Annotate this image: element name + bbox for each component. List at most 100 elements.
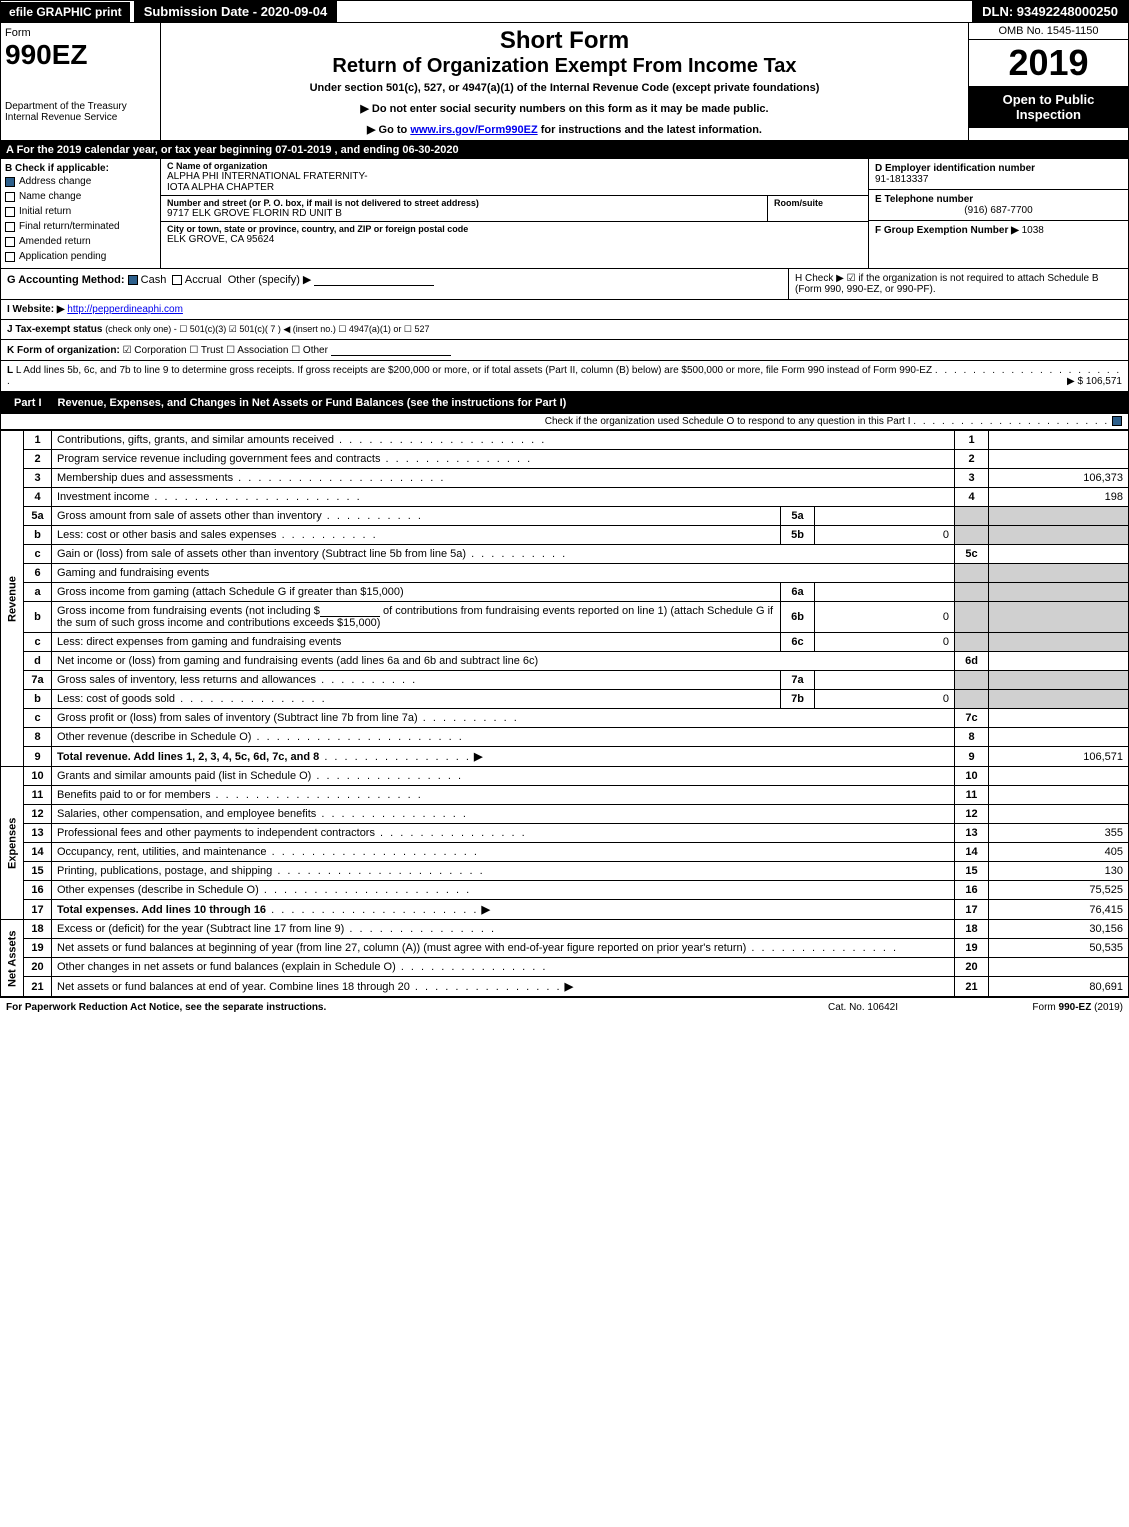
checkbox-final-return[interactable]: Final return/terminated [5,219,156,234]
part-1-header: Part I Revenue, Expenses, and Changes in… [0,392,1129,414]
checkbox-icon [5,207,15,217]
dots [913,416,1109,427]
line-num: 18 [24,920,52,939]
line-num: 2 [24,450,52,469]
g-label: G Accounting Method: [7,274,125,286]
line-desc: Salaries, other compensation, and employ… [52,805,955,824]
line-num: c [24,545,52,564]
line-desc: Other revenue (describe in Schedule O) [52,728,955,747]
org-name-label: C Name of organization [167,161,862,171]
line-desc: Investment income [52,488,955,507]
checkbox-label: Initial return [19,206,71,217]
j-detail: (check only one) - ☐ 501(c)(3) ☑ 501(c)(… [105,324,429,334]
k-detail: ☑ Corporation ☐ Trust ☐ Association ☐ Ot… [123,345,328,356]
line-num: 1 [24,431,52,450]
line-amount [989,805,1129,824]
line-desc: Gross income from gaming (attach Schedul… [52,583,781,602]
website-link[interactable]: http://pepperdineaphi.com [67,304,183,315]
line-num: d [24,652,52,671]
line-amount: 198 [989,488,1129,507]
shaded-cell [955,564,989,583]
efile-label[interactable]: efile GRAPHIC print [1,2,130,22]
checkbox-name-change[interactable]: Name change [5,189,156,204]
checkbox-address-change[interactable]: Address change [5,174,156,189]
tax-period-row: A For the 2019 calendar year, or tax yea… [0,141,1129,159]
line-amount [989,767,1129,786]
section-c: C Name of organization ALPHA PHI INTERNA… [161,159,868,268]
line-12: 12 Salaries, other compensation, and emp… [1,805,1129,824]
part-1-title: Revenue, Expenses, and Changes in Net As… [58,397,567,409]
line-ref: 5c [955,545,989,564]
shaded-cell [955,602,989,633]
line-num: 21 [24,977,52,997]
shaded-cell [955,633,989,652]
line-num: 8 [24,728,52,747]
checkbox-amended-return[interactable]: Amended return [5,234,156,249]
section-b: B Check if applicable: Address change Na… [1,159,161,268]
street-row: Number and street (or P. O. box, if mail… [161,196,868,222]
line-desc: Net assets or fund balances at end of ye… [52,977,955,997]
line-amount [989,545,1129,564]
part-1-checkbox[interactable] [1112,416,1122,426]
line-14: 14 Occupancy, rent, utilities, and maint… [1,843,1129,862]
street-cell: Number and street (or P. O. box, if mail… [161,196,768,221]
line-desc: Other changes in net assets or fund bala… [52,958,955,977]
line-6c: c Less: direct expenses from gaming and … [1,633,1129,652]
line-amount: 30,156 [989,920,1129,939]
line-5c: c Gain or (loss) from sale of assets oth… [1,545,1129,564]
checkbox-initial-return[interactable]: Initial return [5,204,156,219]
line-desc: Professional fees and other payments to … [52,824,955,843]
checkbox-label: Address change [19,176,91,187]
short-form-title: Short Form [165,27,964,55]
header-left: Form 990EZ Department of the Treasury In… [1,23,161,140]
shaded-cell [989,564,1129,583]
line-num: 16 [24,881,52,900]
line-amount: 80,691 [989,977,1129,997]
line-6: 6 Gaming and fundraising events [1,564,1129,583]
topbar: efile GRAPHIC print Submission Date - 20… [0,0,1129,23]
line-num: c [24,709,52,728]
line-ref: 18 [955,920,989,939]
l-text: L Add lines 5b, 6c, and 7b to line 9 to … [16,365,932,376]
phone-label: E Telephone number [875,194,1122,205]
checkbox-application-pending[interactable]: Application pending [5,249,156,264]
entity-block: B Check if applicable: Address change Na… [0,159,1129,269]
line-num: 19 [24,939,52,958]
subtitle: Under section 501(c), 527, or 4947(a)(1)… [165,82,964,94]
line-ref: 2 [955,450,989,469]
section-k: K Form of organization: ☑ Corporation ☐ … [0,340,1129,361]
shaded-cell [989,526,1129,545]
line-desc: Gross amount from sale of assets other t… [52,507,781,526]
part-1-table: Revenue 1 Contributions, gifts, grants, … [0,430,1129,997]
line-desc: Gross profit or (loss) from sales of inv… [52,709,955,728]
line-num: 20 [24,958,52,977]
checkbox-cash[interactable] [128,275,138,285]
line-19: 19 Net assets or fund balances at beginn… [1,939,1129,958]
line-num: b [24,526,52,545]
line-amount [989,958,1129,977]
gh-block: G Accounting Method: Cash Accrual Other … [0,269,1129,300]
irs-link[interactable]: www.irs.gov/Form990EZ [410,124,537,136]
line-amount [989,450,1129,469]
netassets-vlabel: Net Assets [1,920,24,997]
room-cell: Room/suite [768,196,868,221]
section-f: F Group Exemption Number ▶ 1038 [869,221,1128,240]
line-num: 14 [24,843,52,862]
revenue-vlabel: Revenue [1,431,24,767]
expenses-vlabel: Expenses [1,767,24,920]
line-5a: 5a Gross amount from sale of assets othe… [1,507,1129,526]
group-exemption-value: 1038 [1022,225,1044,236]
line-desc: Membership dues and assessments [52,469,955,488]
checkbox-accrual[interactable] [172,275,182,285]
line-ref: 10 [955,767,989,786]
form-header: Form 990EZ Department of the Treasury In… [0,23,1129,141]
line-15: 15 Printing, publications, postage, and … [1,862,1129,881]
line-amount: 405 [989,843,1129,862]
ein-label: D Employer identification number [875,163,1122,174]
line-desc: Gain or (loss) from sale of assets other… [52,545,955,564]
city-label: City or town, state or province, country… [167,224,862,234]
line-num: b [24,602,52,633]
line-9: 9 Total revenue. Add lines 1, 2, 3, 4, 5… [1,747,1129,767]
line-ref: 9 [955,747,989,767]
checkbox-icon [5,177,15,187]
